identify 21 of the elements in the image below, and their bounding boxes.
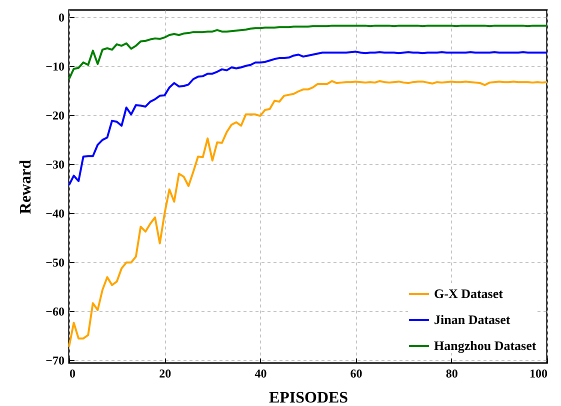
x-tick-label: 100	[530, 366, 548, 380]
x-tick-label: 0	[70, 366, 76, 380]
y-tick-label: −30	[46, 157, 64, 172]
y-tick-label: −10	[46, 59, 64, 74]
y-axis-title: Reward	[18, 160, 35, 214]
x-tick-label: 80	[446, 366, 458, 380]
x-tick-label: 60	[350, 366, 362, 380]
y-tick-label: −60	[46, 304, 64, 319]
legend-label: Jinan Dataset	[434, 312, 511, 327]
x-tick-label: 40	[254, 366, 267, 380]
legend-label: Hangzhou Dataset	[434, 338, 537, 353]
y-tick-label: −50	[46, 256, 64, 270]
y-tick-label: −40	[46, 206, 64, 220]
x-tick-label: 20	[159, 366, 172, 380]
y-tick-label: −70	[46, 354, 64, 368]
line-series	[68, 24, 548, 80]
y-tick-label: 0	[58, 10, 64, 24]
line-series	[68, 50, 548, 186]
legend-label: G-X Dataset	[434, 286, 504, 301]
x-axis-title: EPISODES	[268, 390, 348, 406]
y-tick-label: −20	[46, 108, 64, 122]
